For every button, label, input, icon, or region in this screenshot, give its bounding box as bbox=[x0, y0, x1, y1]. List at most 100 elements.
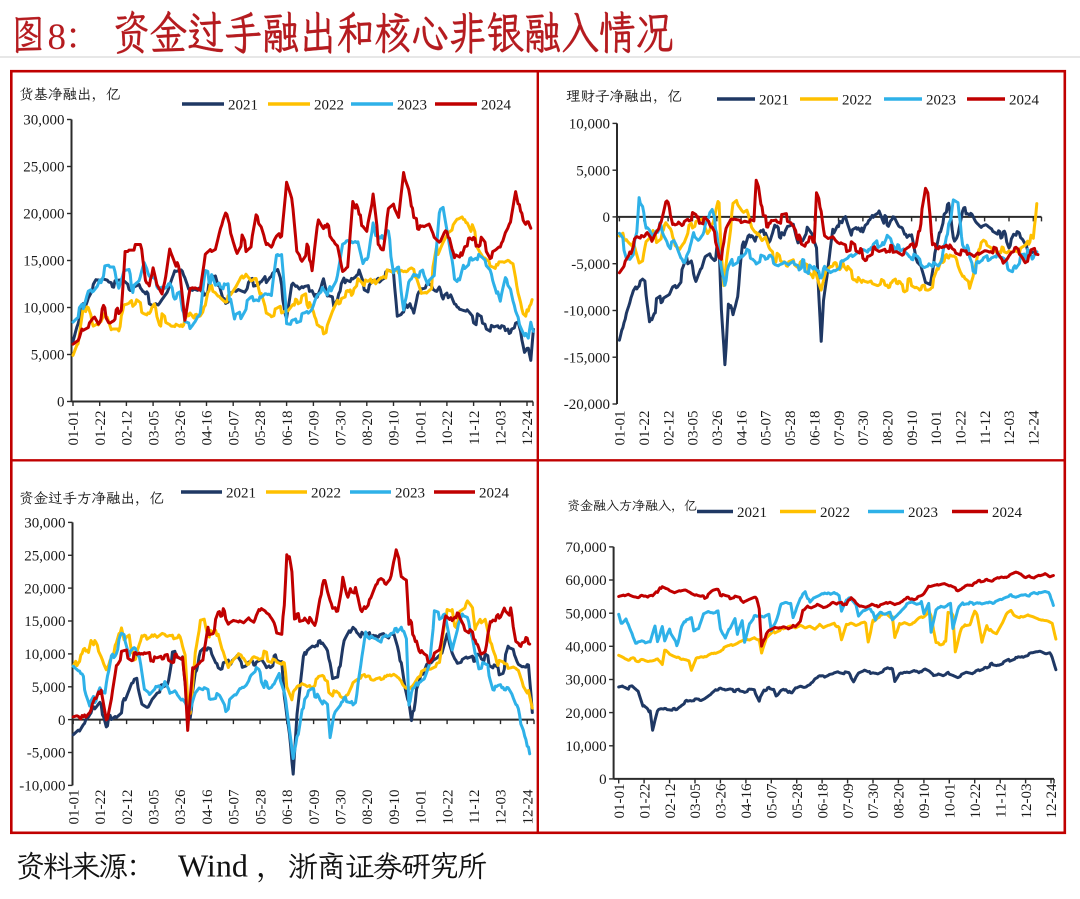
svg-text:60,000: 60,000 bbox=[565, 573, 606, 589]
svg-text:09-10: 09-10 bbox=[387, 790, 403, 825]
svg-text:12-03: 12-03 bbox=[494, 790, 510, 825]
svg-text:10,000: 10,000 bbox=[569, 117, 610, 133]
svg-text:10-01: 10-01 bbox=[413, 411, 429, 446]
svg-text:40,000: 40,000 bbox=[565, 640, 606, 656]
svg-text:11-12: 11-12 bbox=[467, 790, 483, 824]
svg-text:02-12: 02-12 bbox=[663, 784, 679, 819]
svg-text:01-22: 01-22 bbox=[93, 790, 109, 825]
svg-text:01-22: 01-22 bbox=[637, 784, 653, 819]
svg-text:12-24: 12-24 bbox=[520, 410, 536, 445]
svg-text:15,000: 15,000 bbox=[23, 254, 64, 270]
svg-text:03-26: 03-26 bbox=[714, 783, 730, 818]
svg-text:10,000: 10,000 bbox=[565, 739, 606, 755]
svg-text:07-09: 07-09 bbox=[307, 790, 323, 825]
svg-text:20,000: 20,000 bbox=[24, 581, 65, 597]
svg-text:01-01: 01-01 bbox=[66, 411, 82, 446]
svg-text:2022: 2022 bbox=[820, 505, 850, 521]
svg-text:06-18: 06-18 bbox=[280, 411, 296, 446]
svg-text:2023: 2023 bbox=[926, 93, 956, 109]
svg-text:04-16: 04-16 bbox=[200, 789, 216, 824]
svg-text:07-30: 07-30 bbox=[333, 411, 349, 446]
svg-text:2021: 2021 bbox=[737, 505, 767, 521]
svg-text:05-28: 05-28 bbox=[783, 411, 799, 446]
svg-text:02-12: 02-12 bbox=[120, 411, 136, 446]
svg-text:20,000: 20,000 bbox=[23, 207, 64, 223]
svg-text:10-01: 10-01 bbox=[943, 784, 959, 819]
svg-text:12-03: 12-03 bbox=[1019, 784, 1035, 819]
svg-text:10,000: 10,000 bbox=[24, 647, 65, 663]
svg-text:06-18: 06-18 bbox=[807, 411, 823, 446]
svg-text:07-09: 07-09 bbox=[832, 411, 848, 446]
svg-text:70,000: 70,000 bbox=[565, 540, 606, 556]
svg-text:0: 0 bbox=[603, 210, 611, 226]
svg-text:12-24: 12-24 bbox=[1044, 783, 1060, 818]
svg-text:01-01: 01-01 bbox=[613, 411, 629, 446]
svg-text:07-09: 07-09 bbox=[307, 411, 323, 446]
svg-text:2022: 2022 bbox=[314, 98, 344, 114]
svg-text:-5,000: -5,000 bbox=[27, 746, 66, 762]
svg-text:07-09: 07-09 bbox=[841, 784, 857, 819]
svg-text:50,000: 50,000 bbox=[565, 606, 606, 622]
svg-text:12-24: 12-24 bbox=[1027, 410, 1043, 445]
svg-text:06-18: 06-18 bbox=[815, 784, 831, 819]
svg-text:0: 0 bbox=[57, 395, 65, 411]
svg-text:07-30: 07-30 bbox=[856, 411, 872, 446]
svg-text:10-01: 10-01 bbox=[929, 411, 945, 446]
svg-text:08-20: 08-20 bbox=[892, 784, 908, 819]
svg-text:10-22: 10-22 bbox=[968, 784, 984, 819]
svg-text:2023: 2023 bbox=[397, 98, 427, 114]
svg-text:12-24: 12-24 bbox=[520, 789, 536, 824]
svg-text:2022: 2022 bbox=[842, 93, 872, 109]
svg-text:02-12: 02-12 bbox=[120, 790, 136, 825]
svg-text:5,000: 5,000 bbox=[31, 348, 65, 364]
svg-text:12-03: 12-03 bbox=[1002, 411, 1018, 446]
svg-text:10,000: 10,000 bbox=[23, 301, 64, 317]
svg-text:04-16: 04-16 bbox=[200, 410, 216, 445]
svg-text:2024: 2024 bbox=[479, 486, 510, 502]
svg-text:2023: 2023 bbox=[908, 505, 938, 521]
svg-text:8: 8 bbox=[48, 17, 67, 58]
svg-text:10-01: 10-01 bbox=[414, 790, 430, 825]
svg-text:2021: 2021 bbox=[226, 486, 256, 502]
svg-text:20,000: 20,000 bbox=[565, 706, 606, 722]
svg-text:05-07: 05-07 bbox=[759, 410, 775, 445]
svg-text:5,000: 5,000 bbox=[32, 680, 66, 696]
svg-text:03-05: 03-05 bbox=[688, 784, 704, 819]
svg-text:02-12: 02-12 bbox=[661, 411, 677, 446]
svg-text:2021: 2021 bbox=[228, 98, 258, 114]
svg-text:-10,000: -10,000 bbox=[564, 304, 610, 320]
svg-text:30,000: 30,000 bbox=[23, 113, 64, 129]
svg-text:2021: 2021 bbox=[759, 93, 789, 109]
svg-text:30,000: 30,000 bbox=[565, 673, 606, 689]
svg-text:11-12: 11-12 bbox=[993, 784, 1009, 818]
svg-text:07-30: 07-30 bbox=[866, 784, 882, 819]
svg-text:2024: 2024 bbox=[1009, 93, 1040, 109]
svg-text:03-26: 03-26 bbox=[173, 789, 189, 824]
svg-text:04-16: 04-16 bbox=[734, 410, 750, 445]
svg-text:0: 0 bbox=[58, 713, 66, 729]
svg-text:05-28: 05-28 bbox=[253, 411, 269, 446]
svg-text:2024: 2024 bbox=[992, 505, 1023, 521]
svg-text:09-10: 09-10 bbox=[387, 411, 403, 446]
svg-text:03-26: 03-26 bbox=[173, 410, 189, 445]
svg-text:06-18: 06-18 bbox=[280, 790, 296, 825]
svg-text:03-05: 03-05 bbox=[146, 411, 162, 446]
svg-text:10-22: 10-22 bbox=[440, 790, 456, 825]
svg-text:2024: 2024 bbox=[481, 98, 512, 114]
svg-text:25,000: 25,000 bbox=[23, 160, 64, 176]
svg-text:10-22: 10-22 bbox=[440, 411, 456, 446]
svg-text:08-20: 08-20 bbox=[360, 411, 376, 446]
svg-text:09-10: 09-10 bbox=[917, 784, 933, 819]
svg-text:-10,000: -10,000 bbox=[19, 779, 65, 795]
svg-text:11-12: 11-12 bbox=[467, 411, 483, 445]
svg-text:05-07: 05-07 bbox=[227, 789, 243, 824]
svg-text:01-01: 01-01 bbox=[66, 790, 82, 825]
svg-text:2023: 2023 bbox=[395, 486, 425, 502]
svg-text:-5,000: -5,000 bbox=[571, 257, 610, 273]
svg-text:08-20: 08-20 bbox=[360, 790, 376, 825]
svg-text:08-20: 08-20 bbox=[881, 411, 897, 446]
svg-text:05-07: 05-07 bbox=[765, 783, 781, 818]
svg-text:01-22: 01-22 bbox=[93, 411, 109, 446]
svg-text:2022: 2022 bbox=[311, 486, 341, 502]
svg-text:05-07: 05-07 bbox=[226, 410, 242, 445]
